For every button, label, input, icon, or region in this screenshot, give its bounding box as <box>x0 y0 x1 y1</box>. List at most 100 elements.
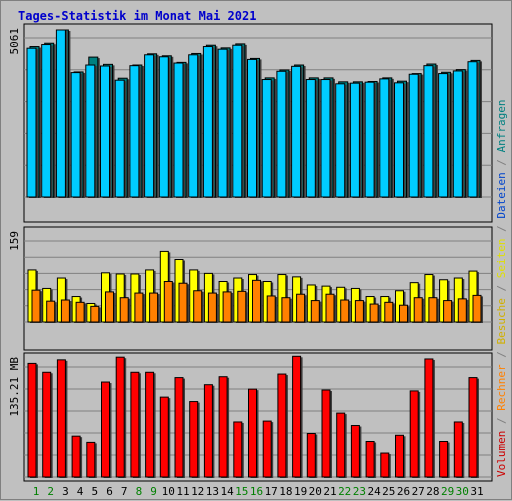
bar-dateien <box>438 73 449 198</box>
bar-dateien <box>173 62 184 198</box>
legend-entry: / <box>495 411 508 431</box>
x-tick-label: 22 <box>338 485 351 498</box>
bar-volumen <box>439 440 449 478</box>
bar-volumen <box>42 371 52 478</box>
x-tick-label: 13 <box>206 485 219 498</box>
right-legend: Volumen / Rechner / Besuche / Seiten / D… <box>495 99 508 477</box>
bar-besuche <box>310 300 320 323</box>
bar-volumen <box>174 377 184 478</box>
bar-besuche <box>325 293 335 323</box>
x-tick-label: 10 <box>162 485 175 498</box>
x-tick-label: 16 <box>250 485 263 498</box>
x-tick-label: 14 <box>220 485 234 498</box>
bar-besuche <box>178 282 188 323</box>
bar-besuche <box>31 289 41 323</box>
bar-dateien <box>305 79 316 198</box>
bar-volumen <box>115 356 125 478</box>
bar-besuche <box>90 305 100 323</box>
x-tick-label: 6 <box>106 485 113 498</box>
bar-dateien <box>261 79 272 198</box>
x-tick-label: 4 <box>77 485 84 498</box>
x-tick-label: 20 <box>309 485 322 498</box>
bar-dateien <box>70 72 81 198</box>
x-tick-label: 26 <box>397 485 410 498</box>
bar-besuche <box>207 292 217 323</box>
x-tick-label: 8 <box>136 485 143 498</box>
bar-volumen <box>380 452 390 478</box>
bar-volumen <box>321 389 331 478</box>
bar-dateien <box>158 56 169 198</box>
x-tick-label: 27 <box>412 485 425 498</box>
bar-volumen <box>189 401 199 478</box>
legend-entry: Volumen <box>495 431 508 477</box>
x-tick-label: 23 <box>353 485 366 498</box>
bar-dateien <box>202 46 213 198</box>
x-tick-label: 18 <box>279 485 292 498</box>
bar-dateien <box>276 70 287 198</box>
bar-volumen <box>350 425 360 478</box>
bar-besuche <box>384 301 394 323</box>
bar-volumen <box>101 381 110 478</box>
bar-volumen <box>159 396 169 478</box>
bar-dateien <box>467 61 478 198</box>
bar-volumen <box>56 359 66 478</box>
bar-dateien <box>114 79 125 198</box>
legend-entry: / <box>495 345 508 365</box>
bar-dateien <box>379 78 390 198</box>
bar-besuche <box>119 297 129 323</box>
bar-volumen <box>203 384 213 478</box>
x-tick-label: 31 <box>470 485 483 498</box>
x-tick-label: 24 <box>367 485 381 498</box>
bar-volumen <box>262 420 272 478</box>
bar-volumen <box>248 388 257 478</box>
x-tick-label: 28 <box>426 485 439 498</box>
bar-dateien <box>232 44 243 198</box>
x-tick-label: 11 <box>176 485 189 498</box>
bar-volumen <box>233 421 243 478</box>
bar-volumen <box>336 412 346 478</box>
x-tick-label: 29 <box>441 485 454 498</box>
bar-besuche <box>46 300 56 323</box>
bar-dateien <box>394 82 404 198</box>
bar-besuche <box>340 299 350 323</box>
bar-besuche <box>457 298 467 323</box>
bar-dateien <box>85 64 96 198</box>
bar-dateien <box>41 44 52 198</box>
legend-entry: / <box>495 278 508 298</box>
x-tick-label: 9 <box>150 485 157 498</box>
bar-dateien <box>335 83 346 198</box>
x-tick-label: 30 <box>456 485 469 498</box>
bar-besuche <box>428 297 438 323</box>
x-tick-label: 5 <box>91 485 98 498</box>
bar-besuche <box>60 299 70 323</box>
legend-entry: Besuche <box>495 298 508 344</box>
legend-entry: / <box>495 219 508 239</box>
bar-dateien <box>364 81 375 198</box>
legend-entry: Rechner <box>495 364 508 411</box>
legend-entry: / <box>495 152 508 172</box>
bar-dateien <box>291 65 302 198</box>
legend-entry: Anfragen <box>495 99 508 152</box>
bar-volumen <box>409 390 419 478</box>
x-tick-label: 19 <box>294 485 307 498</box>
bar-volumen <box>218 376 228 478</box>
bar-besuche <box>193 290 203 323</box>
bar-besuche <box>134 292 144 323</box>
bar-volumen <box>453 421 463 478</box>
bar-besuche <box>369 303 379 323</box>
bar-dateien <box>129 65 140 198</box>
bar-besuche <box>237 290 247 323</box>
bar-volumen <box>277 373 287 478</box>
bar-dateien <box>217 48 228 198</box>
x-tick-label: 21 <box>323 485 336 498</box>
bar-volumen <box>365 440 375 478</box>
bar-besuche <box>105 291 114 323</box>
legend-entry: Seiten <box>495 239 508 279</box>
bar-dateien <box>55 29 66 198</box>
bar-besuche <box>443 300 453 323</box>
bar-besuche <box>413 297 423 323</box>
x-tick-label: 7 <box>121 485 128 498</box>
bar-besuche <box>149 292 159 323</box>
bar-dateien <box>408 73 419 198</box>
